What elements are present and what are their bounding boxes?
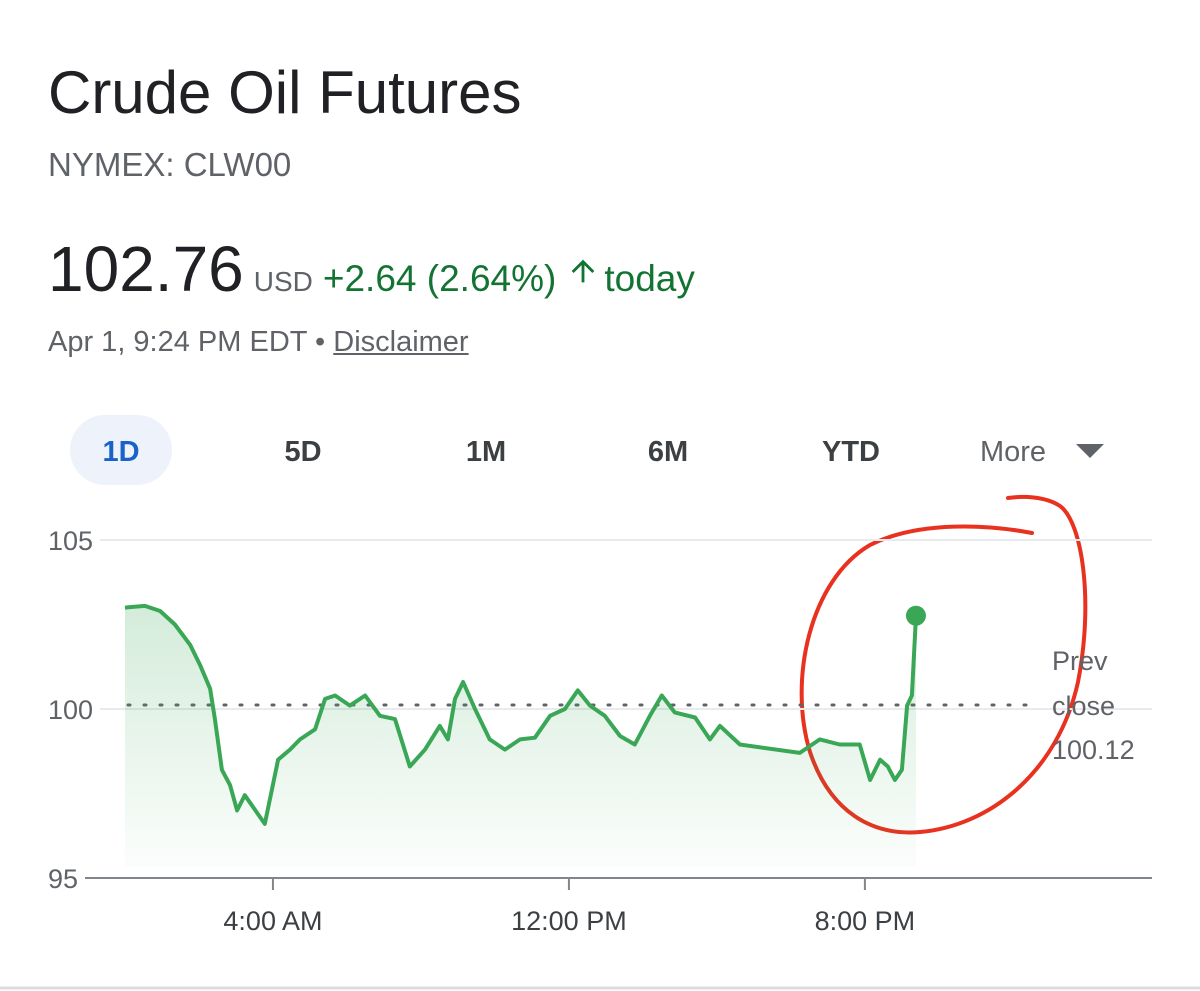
x-tick-label: 8:00 PM	[815, 906, 916, 936]
price-row: 102.76 USD +2.64 (2.64%) today	[48, 232, 695, 306]
y-tick-label: 100	[48, 695, 93, 725]
disclaimer-link[interactable]: Disclaimer	[333, 326, 469, 358]
tab[interactable]: 6M	[648, 436, 688, 468]
prev-close-label: Prev	[1052, 646, 1108, 676]
prev-close-value: 100.12	[1052, 735, 1135, 765]
area	[124, 605, 916, 866]
separator: •	[315, 326, 326, 358]
x-tick-label: 4:00 AM	[223, 906, 322, 936]
x-tick-label: 12:00 PM	[511, 906, 627, 936]
selected-tab-bg	[70, 415, 172, 485]
price: 102.76	[48, 233, 244, 305]
currency: USD	[253, 266, 313, 297]
up-arrow-icon	[572, 259, 595, 283]
price-line	[124, 603, 918, 826]
title: Crude Oil Futures	[48, 59, 522, 126]
ticker: NYMEX: CLW00	[48, 146, 292, 183]
change: +2.64 (2.64%)	[322, 258, 557, 299]
tab[interactable]: 1D	[102, 436, 139, 468]
timestamp-row: Apr 1, 9:24 PM EDT • Disclaimer	[48, 326, 469, 359]
timestamp: Apr 1, 9:24 PM EDT	[48, 326, 307, 358]
y-tick-label: 105	[48, 526, 93, 556]
last-point	[905, 605, 926, 626]
prev-close-label: close	[1052, 691, 1115, 721]
tab[interactable]: 1M	[466, 436, 506, 468]
tab[interactable]: YTD	[822, 436, 880, 468]
tab[interactable]: 5D	[284, 436, 321, 468]
y-tick-label: 95	[48, 864, 78, 894]
period: today	[604, 258, 695, 299]
tab[interactable]: More	[980, 436, 1046, 468]
dropdown-icon	[1076, 444, 1104, 458]
